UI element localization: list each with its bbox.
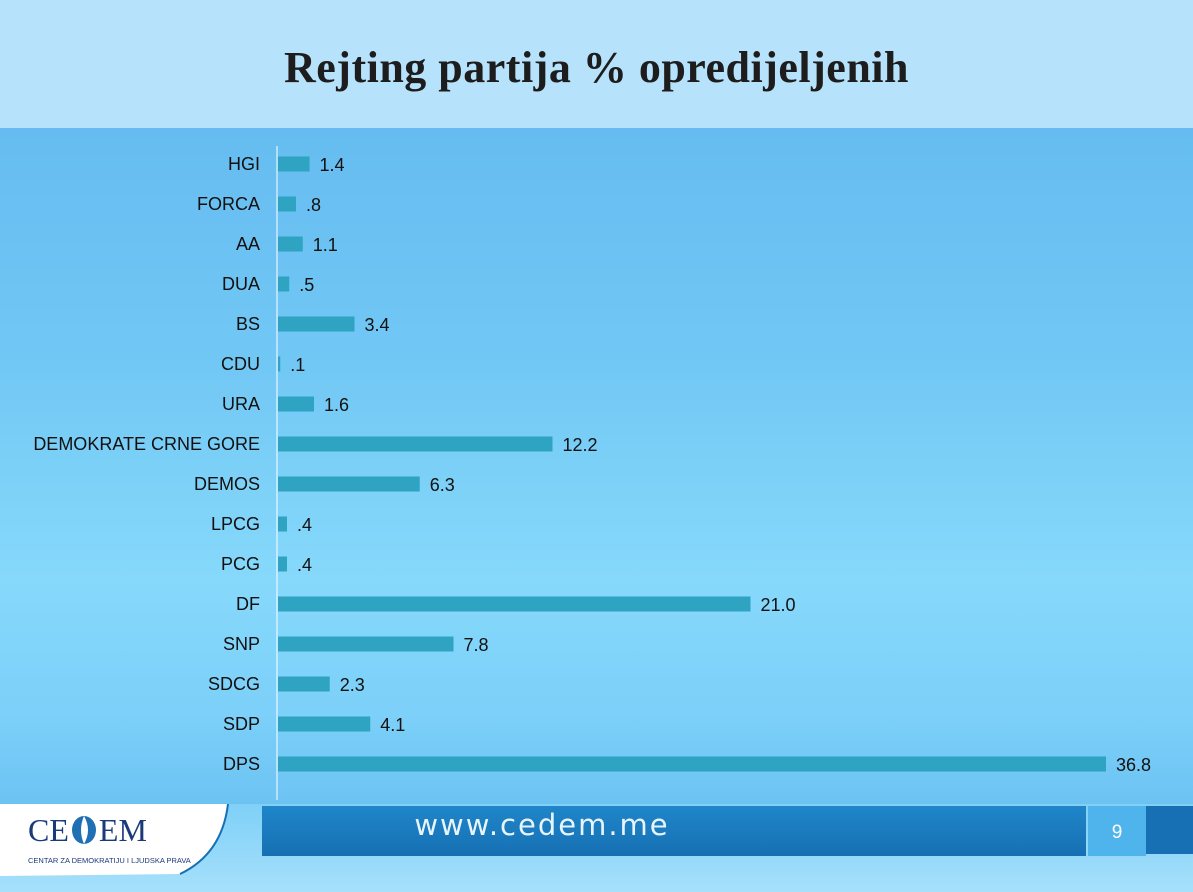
value-label: 1.4 xyxy=(320,155,345,175)
website-link[interactable]: www.cedem.me xyxy=(414,808,670,842)
category-label: HGI xyxy=(228,154,260,174)
value-label: 4.1 xyxy=(380,715,405,735)
bar xyxy=(278,196,296,212)
footer-bar xyxy=(262,806,1086,856)
logo-subtitle: CENTAR ZA DEMOKRATIJU I LJUDSKA PRAVA xyxy=(28,856,191,865)
title-band xyxy=(0,0,1193,128)
logo-globe-icon xyxy=(70,815,98,845)
value-label: 21.0 xyxy=(761,595,796,615)
value-label: 36.8 xyxy=(1116,755,1151,775)
value-label: 3.4 xyxy=(365,315,390,335)
logo-text-left: CE xyxy=(28,812,69,848)
bar xyxy=(278,756,1106,772)
bar xyxy=(278,516,287,532)
category-label: DPS xyxy=(223,754,260,774)
bar xyxy=(278,556,287,572)
bar-chart: HGI 1.4 FORCA .8 AA 1.1 DUA .5 BS 3.4 CDU .1 URA 1.6 D… xyxy=(33,146,1151,800)
logo-panel xyxy=(0,803,262,876)
bar xyxy=(278,236,303,252)
category-label: PCG xyxy=(221,554,260,574)
bar xyxy=(278,436,553,452)
category-label: AA xyxy=(236,234,260,254)
value-label: .4 xyxy=(297,515,312,535)
category-label: DEMOS xyxy=(194,474,260,494)
cedem-logo[interactable]: CE EM xyxy=(28,812,147,849)
value-label: 1.1 xyxy=(313,235,338,255)
bar xyxy=(278,636,454,652)
page-number: 9 xyxy=(1111,822,1123,843)
category-label: SNP xyxy=(223,634,260,654)
category-label: SDP xyxy=(223,714,260,734)
bar xyxy=(278,476,420,492)
category-label: FORCA xyxy=(197,194,260,214)
bar xyxy=(278,716,371,732)
value-label: 7.8 xyxy=(464,635,489,655)
value-label: .5 xyxy=(299,275,314,295)
footer-corner-block xyxy=(1146,806,1193,854)
bar xyxy=(278,276,290,292)
category-label: BS xyxy=(236,314,260,334)
value-label: 1.6 xyxy=(324,395,349,415)
category-label: URA xyxy=(222,394,260,414)
slide-title: Rejting partija % opredijeljenih xyxy=(283,43,910,92)
bar xyxy=(278,596,751,612)
category-label: LPCG xyxy=(211,514,260,534)
category-label: DEMOKRATE CRNE GORE xyxy=(33,434,260,454)
bar xyxy=(278,676,330,692)
category-label: CDU xyxy=(221,354,260,374)
bar xyxy=(278,316,355,332)
value-label: 12.2 xyxy=(563,435,598,455)
value-label: 6.3 xyxy=(430,475,455,495)
logo-text-right: EM xyxy=(98,812,147,848)
value-label: .8 xyxy=(306,195,321,215)
value-label: 2.3 xyxy=(340,675,365,695)
category-label: DF xyxy=(236,594,260,614)
value-label: .1 xyxy=(290,355,305,375)
bar xyxy=(278,396,314,412)
category-label: SDCG xyxy=(208,674,260,694)
value-label: .4 xyxy=(297,555,312,575)
bar xyxy=(278,156,310,172)
bar xyxy=(278,356,281,372)
category-label: DUA xyxy=(222,274,260,294)
page-number-box xyxy=(1088,806,1146,856)
